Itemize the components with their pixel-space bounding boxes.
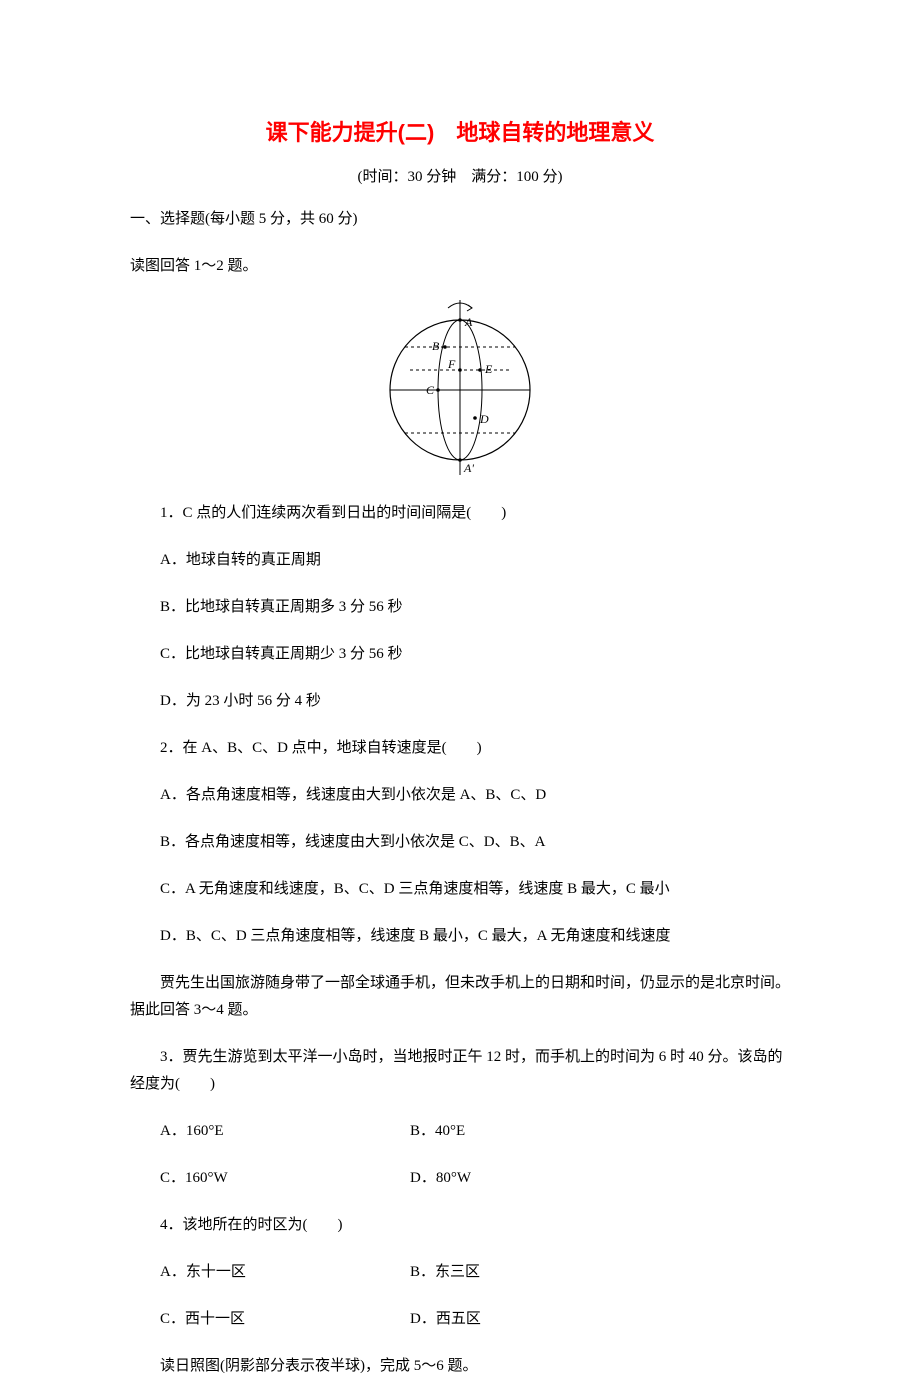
svg-text:A: A (464, 315, 473, 329)
globe-svg: A B F E C D A' (360, 300, 560, 475)
q2-opt-c: C．A 无角速度和线速度，B、C、D 三点角速度相等，线速度 B 最大，C 最小 (130, 876, 790, 903)
q4-row-2: C．西十一区 D．西五区 (130, 1306, 790, 1333)
page-subtitle: (时间：30 分钟 满分：100 分) (130, 165, 790, 186)
q3-row-1: A．160°E B．40°E (130, 1118, 790, 1145)
read-prompt-1: 读图回答 1～2 题。 (130, 253, 790, 280)
q4-row-1: A．东十一区 B．东三区 (130, 1259, 790, 1286)
context-1: 贾先生出国旅游随身带了一部全球通手机，但未改手机上的日期和时间，仍显示的是北京时… (130, 970, 790, 1024)
svg-text:B: B (432, 339, 440, 353)
q3-opt-a: A．160°E (130, 1118, 380, 1145)
q3-opt-b: B．40°E (380, 1118, 630, 1145)
q1-opt-d: D．为 23 小时 56 分 4 秒 (130, 688, 790, 715)
svg-text:E: E (484, 362, 493, 376)
q4-text: 4．该地所在的时区为( ) (130, 1212, 790, 1239)
q2-opt-a: A．各点角速度相等，线速度由大到小依次是 A、B、C、D (130, 782, 790, 809)
globe-diagram: A B F E C D A' (130, 300, 790, 480)
page-title: 课下能力提升(二) 地球自转的地理意义 (130, 115, 790, 147)
q1-opt-a: A．地球自转的真正周期 (130, 547, 790, 574)
svg-text:A': A' (463, 461, 474, 475)
svg-text:F: F (447, 357, 456, 371)
q3-opt-c: C．160°W (130, 1165, 380, 1192)
read-prompt-2: 读日照图(阴影部分表示夜半球)，完成 5～6 题。 (130, 1353, 790, 1380)
q1-opt-b: B．比地球自转真正周期多 3 分 56 秒 (130, 594, 790, 621)
q4-opt-d: D．西五区 (380, 1306, 630, 1333)
svg-text:C: C (426, 383, 435, 397)
q3-opt-d: D．80°W (380, 1165, 630, 1192)
q1-text: 1．C 点的人们连续两次看到日出的时间间隔是( ) (130, 500, 790, 527)
q2-opt-b: B．各点角速度相等，线速度由大到小依次是 C、D、B、A (130, 829, 790, 856)
section-heading: 一、选择题(每小题 5 分，共 60 分) (130, 206, 790, 233)
q4-opt-b: B．东三区 (380, 1259, 630, 1286)
q2-opt-d: D．B、C、D 三点角速度相等，线速度 B 最小，C 最大，A 无角速度和线速度 (130, 923, 790, 950)
q4-opt-c: C．西十一区 (130, 1306, 380, 1333)
q3-row-2: C．160°W D．80°W (130, 1165, 790, 1192)
q1-opt-c: C．比地球自转真正周期少 3 分 56 秒 (130, 641, 790, 668)
svg-text:D: D (479, 412, 489, 426)
q3-text: 3．贾先生游览到太平洋一小岛时，当地报时正午 12 时，而手机上的时间为 6 时… (130, 1044, 790, 1098)
q4-opt-a: A．东十一区 (130, 1259, 380, 1286)
q2-text: 2．在 A、B、C、D 点中，地球自转速度是( ) (130, 735, 790, 762)
